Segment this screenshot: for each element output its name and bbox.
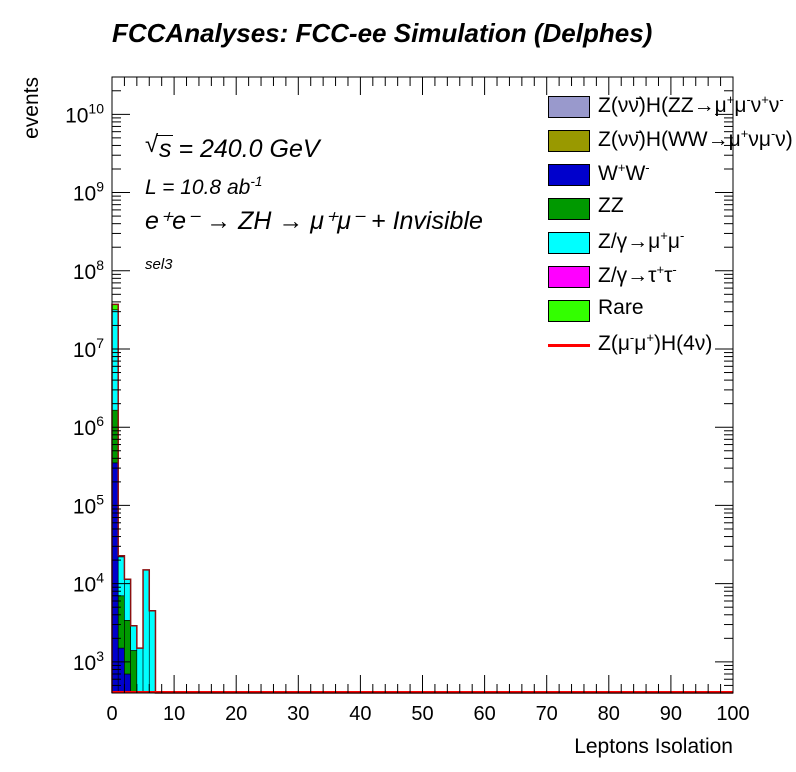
y-tick-label-4: 107 bbox=[73, 335, 104, 362]
legend-entry-3: W+W- bbox=[548, 158, 796, 192]
bar-4-bin-3 bbox=[124, 619, 131, 675]
legend-label-3: W+W- bbox=[598, 160, 650, 185]
bar-5-bin-3 bbox=[124, 578, 131, 621]
x-tick-label-80: 80 bbox=[598, 703, 620, 725]
bar-3-bin-2 bbox=[117, 647, 125, 694]
process-annotation: e⁺e⁻ → ZH → μ⁺μ⁻ + Invisible bbox=[145, 207, 483, 235]
legend-swatch-7 bbox=[548, 300, 590, 322]
legend-swatch-3 bbox=[548, 164, 590, 186]
legend-label-5: Z/γ→μ+μ- bbox=[598, 228, 685, 253]
legend-label-7: Rare bbox=[598, 296, 644, 319]
y-tick-label-2: 105 bbox=[73, 491, 104, 518]
x-tick-label-70: 70 bbox=[536, 703, 558, 725]
bar-3-bin-3 bbox=[124, 673, 131, 694]
selection-annotation: sel3 bbox=[145, 256, 173, 273]
legend-label-8: Z(μ-μ+)H(4ν) bbox=[598, 330, 713, 355]
legend-entry-6: Z/γ→τ+τ- bbox=[548, 260, 796, 294]
stack-outline bbox=[111, 303, 733, 694]
legend-swatch-1 bbox=[548, 96, 590, 118]
y-tick-label-1: 104 bbox=[73, 570, 104, 597]
chart-title: FCCAnalyses: FCC-ee Simulation (Delphes) bbox=[112, 18, 653, 48]
legend-swatch-4 bbox=[548, 198, 590, 220]
bar-5-bin-2 bbox=[117, 556, 125, 597]
bar-3-bin-1 bbox=[111, 462, 119, 694]
y-tick-label-7: 1010 bbox=[65, 100, 104, 127]
legend-entry-4: ZZ bbox=[548, 192, 796, 226]
energy-annotation: √ s = 240.0 GeV bbox=[145, 131, 320, 164]
x-tick-label-0: 0 bbox=[106, 703, 117, 725]
legend-label-6: Z/γ→τ+τ- bbox=[598, 262, 677, 287]
x-tick-label-60: 60 bbox=[473, 703, 495, 725]
legend-entry-8: Z(μ-μ+)H(4ν) bbox=[548, 328, 796, 360]
lumi-annotation: L = 10.8 ab-1 bbox=[145, 174, 262, 200]
sqrt-symbol: √ s bbox=[145, 131, 173, 163]
legend-swatch-2 bbox=[548, 130, 590, 152]
lumi-exponent: -1 bbox=[250, 174, 263, 189]
legend-entry-1: Z(νν̄)H(ZZ→μ+μ-ν+ν- bbox=[548, 90, 796, 124]
bar-5-bin-4 bbox=[130, 625, 138, 651]
legend-entry-5: Z/γ→μ+μ- bbox=[548, 226, 796, 260]
y-tick-label-5: 108 bbox=[73, 257, 104, 284]
bar-5-bin-5 bbox=[136, 647, 144, 694]
legend-swatch-8 bbox=[548, 344, 590, 347]
bar-4-bin-1 bbox=[111, 409, 119, 464]
legend-swatch-6 bbox=[548, 266, 590, 288]
x-tick-label-50: 50 bbox=[411, 703, 433, 725]
bar-5-bin-6 bbox=[142, 569, 150, 694]
bar-7-bin-1 bbox=[111, 304, 119, 311]
x-tick-label-40: 40 bbox=[349, 703, 371, 725]
x-axis-label: Leptons Isolation bbox=[574, 735, 733, 758]
legend-entry-7: Rare bbox=[548, 294, 796, 328]
legend-entry-2: Z(νν̄)H(WW→μ+νμ-ν) bbox=[548, 124, 796, 158]
y-tick-label-0: 103 bbox=[73, 648, 104, 675]
x-tick-label-20: 20 bbox=[225, 703, 247, 725]
bar-4-bin-2 bbox=[117, 595, 125, 649]
lumi-value: L = 10.8 ab bbox=[145, 176, 251, 199]
x-tick-label-30: 30 bbox=[287, 703, 309, 725]
sqrt-s-label: s bbox=[159, 135, 172, 163]
x-tick-label-100: 100 bbox=[716, 703, 749, 725]
bar-5-bin-7 bbox=[148, 610, 156, 694]
y-tick-label-6: 109 bbox=[73, 179, 104, 206]
y-tick-label-3: 106 bbox=[73, 413, 104, 440]
x-tick-label-90: 90 bbox=[660, 703, 682, 725]
x-tick-label-10: 10 bbox=[163, 703, 185, 725]
legend-label-1: Z(νν̄)H(ZZ→μ+μ-ν+ν- bbox=[598, 92, 784, 117]
y-axis-label: events bbox=[20, 77, 43, 139]
bar-5-bin-1 bbox=[111, 309, 119, 411]
legend-label-2: Z(νν̄)H(WW→μ+νμ-ν) bbox=[598, 126, 793, 151]
bar-4-bin-4 bbox=[130, 650, 138, 694]
legend-swatch-5 bbox=[548, 232, 590, 254]
energy-value: = 240.0 GeV bbox=[171, 135, 320, 163]
legend-label-4: ZZ bbox=[598, 194, 624, 217]
legend: Z(νν̄)H(ZZ→μ+μ-ν+ν- Z(νν̄)H(WW→μ+νμ-ν) W+W… bbox=[548, 90, 796, 360]
